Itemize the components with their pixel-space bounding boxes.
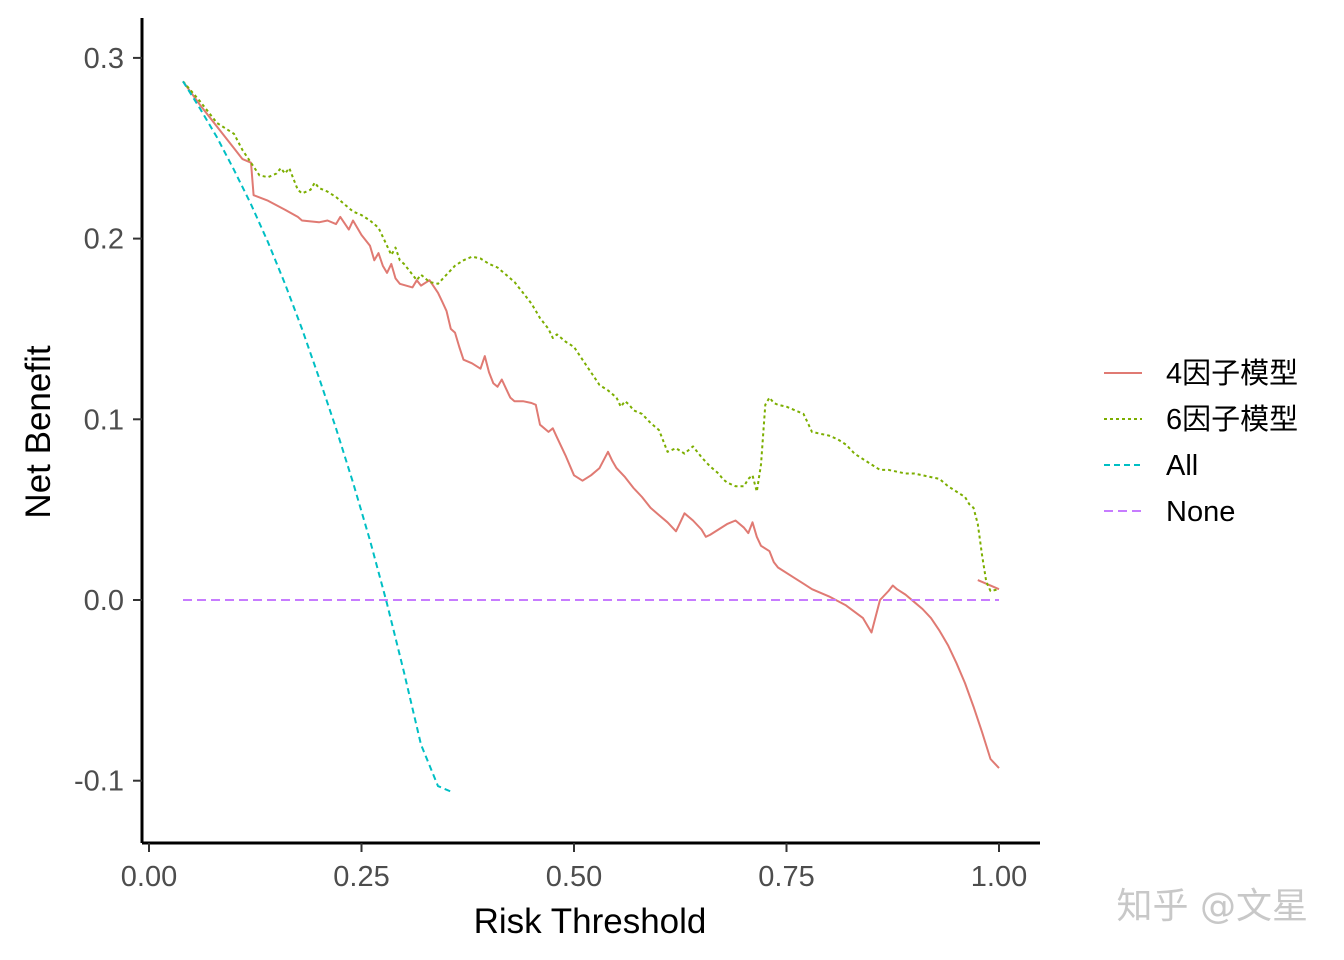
legend-label-4: None: [1166, 496, 1235, 528]
series-line-2: [182, 80, 1000, 592]
x-tick-label: 0.00: [121, 861, 177, 893]
y-tick-label: 0.3: [84, 43, 124, 75]
y-tick-label: 0.0: [84, 585, 124, 617]
legend-label-1: 4因子模型: [1166, 357, 1298, 390]
x-tick-label: 1.00: [971, 861, 1027, 893]
x-tick-label: 0.75: [758, 861, 814, 893]
series-line-3: [182, 80, 452, 793]
legend-label-2: 6因子模型: [1166, 403, 1298, 436]
watermark-text: 知乎 @文星: [1117, 886, 1308, 927]
x-tick-label: 0.25: [333, 861, 389, 893]
axes-layer: [140, 18, 1040, 845]
y-tick-label: 0.2: [84, 224, 124, 256]
legend: 4因子模型 6因子模型 All None: [1104, 357, 1298, 528]
y-axis-title: Net Benefit: [19, 345, 58, 518]
ticks-layer: 0.00 0.25 0.50 0.75 1.00 -0.1 0.0 0.1 0.2 0.3: [74, 43, 1027, 893]
x-tick-label: 0.50: [546, 861, 602, 893]
y-tick-label: -0.1: [74, 766, 124, 798]
series-layer: [182, 80, 1000, 793]
x-axis-title: Risk Threshold: [474, 902, 707, 941]
series-line-1: [182, 80, 1000, 769]
y-tick-label: 0.1: [84, 404, 124, 436]
legend-label-3: All: [1166, 450, 1198, 482]
